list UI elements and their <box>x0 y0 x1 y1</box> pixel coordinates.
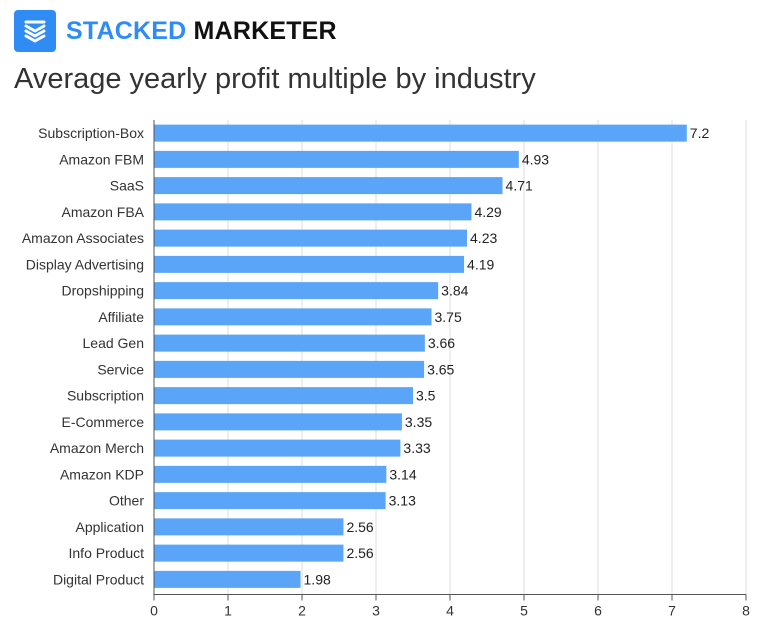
x-tick-label: 5 <box>520 603 528 619</box>
value-label: 3.75 <box>435 309 462 325</box>
bar <box>154 439 401 457</box>
value-label: 3.33 <box>403 440 430 456</box>
stack-icon <box>14 10 56 52</box>
value-label: 3.65 <box>427 361 454 377</box>
bar <box>154 518 344 536</box>
x-tick-label: 1 <box>224 603 232 619</box>
x-tick-label: 6 <box>594 603 602 619</box>
bar <box>154 334 425 352</box>
value-label: 3.14 <box>389 466 416 482</box>
value-label: 3.84 <box>441 283 468 299</box>
bar <box>154 465 387 483</box>
bar <box>154 570 301 588</box>
value-label: 3.5 <box>416 388 436 404</box>
value-label: 4.23 <box>470 230 497 246</box>
category-label: Amazon Merch <box>50 440 144 456</box>
brand-name-accent: STACKED <box>66 16 187 45</box>
value-label: 7.2 <box>690 125 710 141</box>
bar <box>154 203 472 221</box>
value-label: 3.35 <box>405 414 432 430</box>
category-label: Affiliate <box>98 309 144 325</box>
value-label: 3.66 <box>428 335 455 351</box>
category-label: Amazon KDP <box>60 466 144 482</box>
category-label: Subscription <box>67 388 144 404</box>
category-label: Digital Product <box>53 571 144 587</box>
category-label: Amazon FBA <box>62 204 145 220</box>
category-label: Application <box>76 519 145 535</box>
category-label: Display Advertising <box>26 256 144 272</box>
value-label: 2.56 <box>346 519 373 535</box>
brand-name: STACKED MARKETER <box>66 16 337 45</box>
category-label: SaaS <box>110 178 144 194</box>
bar <box>154 360 425 378</box>
category-label: Service <box>97 361 144 377</box>
category-label: Lead Gen <box>83 335 145 351</box>
x-tick-label: 8 <box>742 603 750 619</box>
category-label: Amazon Associates <box>22 230 144 246</box>
bar <box>154 124 687 142</box>
brand-logo: STACKED MARKETER <box>14 10 337 52</box>
category-label: Amazon FBM <box>59 151 144 167</box>
bar <box>154 544 344 562</box>
bar <box>154 413 402 431</box>
x-tick-label: 4 <box>446 603 454 619</box>
category-label: Dropshipping <box>62 283 145 299</box>
x-tick-label: 7 <box>668 603 676 619</box>
category-label: Other <box>109 493 144 509</box>
bar <box>154 492 386 510</box>
x-tick-label: 3 <box>372 603 380 619</box>
x-tick-label: 0 <box>150 603 158 619</box>
category-label: E-Commerce <box>62 414 145 430</box>
value-label: 2.56 <box>346 545 373 561</box>
x-tick-label: 2 <box>298 603 306 619</box>
bar <box>154 308 432 326</box>
category-label: Subscription-Box <box>38 125 144 141</box>
bar <box>154 150 519 168</box>
bar <box>154 387 413 405</box>
bar <box>154 177 503 195</box>
category-label: Info Product <box>69 545 145 561</box>
value-label: 4.29 <box>474 204 501 220</box>
bar <box>154 282 439 300</box>
value-label: 1.98 <box>304 571 331 587</box>
bar <box>154 229 468 247</box>
brand-name-main: MARKETER <box>193 16 337 45</box>
value-label: 4.19 <box>467 256 494 272</box>
value-label: 4.93 <box>522 151 549 167</box>
chart-title: Average yearly profit multiple by indust… <box>14 63 536 95</box>
bar <box>154 255 465 273</box>
value-label: 4.71 <box>506 178 533 194</box>
value-label: 3.13 <box>389 493 416 509</box>
